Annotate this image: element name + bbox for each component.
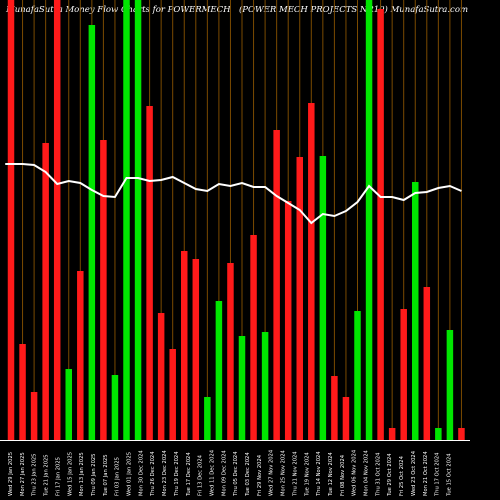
bar-16 bbox=[192, 259, 200, 440]
x-tick-label: Tue 12 Nov 2024 bbox=[328, 452, 334, 497]
x-tick-label: Wed 27 Nov 2024 bbox=[269, 449, 275, 496]
x-tick-labels: Wed 29 Jan 2025 Mon 27 Jan 2025 Thu 23 Jan… bbox=[8, 449, 452, 497]
bar-34 bbox=[400, 309, 407, 440]
bar-15 bbox=[181, 251, 188, 440]
bar-0 bbox=[7, 0, 15, 440]
bar-35 bbox=[412, 182, 419, 440]
bar-38 bbox=[446, 330, 454, 440]
bar-21 bbox=[250, 235, 257, 440]
bar-13 bbox=[157, 313, 165, 440]
x-tick-label: Wed 29 Jan 2025 bbox=[8, 452, 14, 496]
bar-6 bbox=[77, 271, 84, 440]
x-tick-label: Mon 04 Nov 2024 bbox=[364, 449, 370, 496]
x-tick-label: Fri 08 Nov 2024 bbox=[340, 454, 346, 496]
x-tick-label: Thu 21 Nov 2024 bbox=[292, 451, 298, 497]
x-tick-label: Thu 31 Oct 2024 bbox=[375, 452, 381, 497]
x-tick-label: Wed 01 Jan 2025 bbox=[127, 452, 133, 496]
x-tick-label: Fri 17 Jan 2025 bbox=[55, 457, 61, 496]
x-tick-label: Mon 23 Dec 2024 bbox=[162, 450, 168, 496]
x-tick-label: Thu 23 Jan 2025 bbox=[32, 454, 38, 498]
bar-9 bbox=[111, 375, 119, 440]
x-tick-label: Fri 29 Nov 2024 bbox=[257, 454, 263, 496]
bar-29 bbox=[342, 397, 350, 440]
x-tick-label: Thu 14 Nov 2024 bbox=[316, 451, 322, 497]
x-tick-label: Wed 11 Dec 2024 bbox=[209, 449, 215, 496]
bar-18 bbox=[215, 301, 223, 440]
x-tick-label: Tue 17 Dec 2024 bbox=[186, 452, 192, 497]
bar-26 bbox=[308, 103, 315, 440]
trend-line bbox=[5, 163, 462, 225]
bar-19 bbox=[227, 263, 234, 440]
x-tick-label: Wed 15 Jan 2025 bbox=[67, 452, 73, 496]
x-tick-label: Wed 23 Oct 2024 bbox=[411, 450, 417, 496]
x-tick-label: Mon 09 Dec 2024 bbox=[221, 450, 227, 496]
bar-22 bbox=[261, 332, 269, 440]
bar-5 bbox=[65, 369, 72, 440]
x-tick-label: Tue 21 Jan 2025 bbox=[44, 454, 50, 497]
bar-8 bbox=[100, 140, 107, 440]
x-tick-label: Thu 19 Dec 2024 bbox=[174, 451, 180, 497]
bar-12 bbox=[146, 106, 153, 440]
x-tick-label: Thu 09 Jan 2025 bbox=[91, 454, 97, 498]
bar-14 bbox=[169, 349, 176, 440]
bar-1 bbox=[19, 344, 26, 440]
x-tick-label: Mon 21 Oct 2024 bbox=[423, 451, 429, 496]
bar-31 bbox=[365, 0, 373, 440]
bar-4 bbox=[53, 0, 61, 440]
bar-33 bbox=[388, 428, 396, 440]
x-tick-label: Mon 25 Nov 2024 bbox=[281, 449, 287, 496]
chart-header-right: (POWER MECH PROJECTS NR10) MunafaSutra.c… bbox=[238, 5, 468, 15]
x-tick-label: Tue 29 Oct 2024 bbox=[387, 453, 393, 497]
x-tick-label: Mon 13 Jan 2025 bbox=[79, 452, 85, 496]
bar-30 bbox=[354, 311, 361, 440]
bar-39 bbox=[458, 428, 465, 440]
bar-3 bbox=[42, 143, 49, 440]
bar-11 bbox=[134, 0, 142, 440]
bar-28 bbox=[331, 376, 338, 440]
x-tick-label: Thu 17 Oct 2024 bbox=[435, 452, 441, 497]
bar-25 bbox=[296, 157, 303, 440]
x-tick-label: Wed 06 Nov 2024 bbox=[352, 449, 358, 496]
bar-32 bbox=[377, 9, 384, 440]
chart-header-left: MunafaSutra Money Flow Charts for POWERM… bbox=[6, 5, 231, 15]
x-tick-label: Fri 13 Dec 2024 bbox=[198, 454, 204, 496]
bar-36 bbox=[423, 287, 431, 440]
bar-2 bbox=[30, 392, 38, 440]
x-tick-label: Thu 05 Dec 2024 bbox=[233, 451, 239, 497]
bar-17 bbox=[204, 397, 211, 440]
x-tick-label: Tue 07 Jan 2025 bbox=[103, 454, 109, 497]
x-tick-label: Fri 25 Oct 2024 bbox=[399, 455, 405, 496]
x-tick-label: Mon 30 Dec 2024 bbox=[138, 450, 144, 496]
bar-20 bbox=[238, 336, 246, 440]
bar-24 bbox=[284, 201, 292, 440]
bar-10 bbox=[123, 0, 130, 440]
bar-27 bbox=[319, 156, 327, 440]
x-tick-label: Fri 03 Jan 2025 bbox=[115, 457, 121, 496]
bar-7 bbox=[88, 25, 96, 440]
x-tick-label: Thu 26 Dec 2024 bbox=[150, 451, 156, 497]
bars bbox=[7, 0, 465, 440]
x-tick-label: Tue 03 Dec 2024 bbox=[245, 452, 251, 497]
x-tick-label: Tue 15 Oct 2024 bbox=[446, 453, 452, 497]
bar-37 bbox=[435, 428, 442, 440]
bar-23 bbox=[273, 130, 280, 440]
x-tick-label: Mon 27 Jan 2025 bbox=[20, 452, 26, 496]
x-tick-label: Tue 19 Nov 2024 bbox=[304, 452, 310, 497]
